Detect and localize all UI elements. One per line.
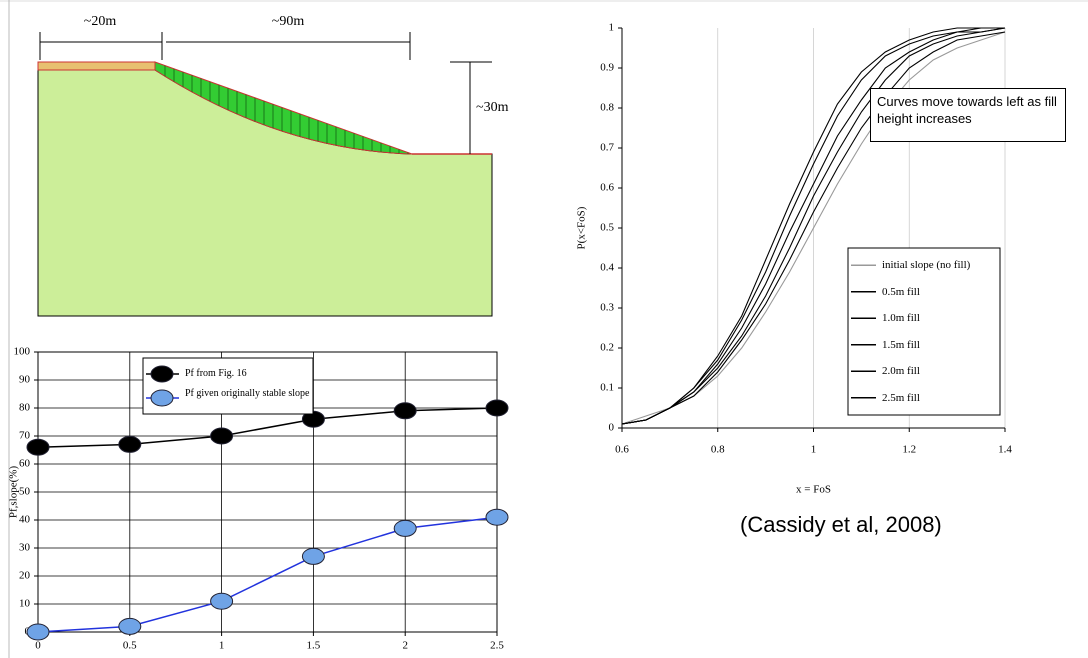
x-tick-label: 0.5 bbox=[123, 640, 137, 652]
x-axis-label: x = FoS bbox=[796, 484, 831, 496]
marker bbox=[393, 402, 417, 420]
legend-marker bbox=[150, 389, 174, 407]
y-tick-label: 0.8 bbox=[600, 102, 614, 114]
dim-label: ~20m bbox=[84, 14, 117, 29]
legend-label: 0.5m fill bbox=[882, 285, 920, 298]
y-tick-label: 0.3 bbox=[600, 302, 614, 314]
y-tick-label: 10 bbox=[19, 598, 31, 610]
x-tick-label: 0.8 bbox=[711, 444, 725, 456]
legend-label: initial slope (no fill) bbox=[882, 259, 971, 272]
y-tick-label: 0.4 bbox=[600, 262, 614, 274]
marker bbox=[301, 547, 325, 565]
y-tick-label: 50 bbox=[19, 486, 31, 498]
y-tick-label: 80 bbox=[19, 402, 31, 414]
y-tick-label: 0.5 bbox=[600, 222, 614, 234]
y-tick-label: 60 bbox=[19, 458, 31, 470]
series-line bbox=[37, 407, 498, 448]
citation: (Cassidy et al, 2008) bbox=[740, 512, 942, 537]
legend-label: 1.5m fill bbox=[882, 338, 920, 351]
legend-label: Pf from Fig. 16 bbox=[185, 368, 247, 379]
legend-marker bbox=[150, 365, 174, 383]
legend-label: Pf given originally stable slope bbox=[185, 388, 310, 399]
legend-label: 2.0m fill bbox=[882, 365, 920, 378]
series-line bbox=[621, 27, 1006, 425]
y-axis-label: P(x<FoS) bbox=[576, 206, 588, 249]
dim-label: ~90m bbox=[272, 14, 305, 29]
y-tick-label: 0.1 bbox=[600, 382, 614, 394]
marker bbox=[485, 508, 509, 526]
y-tick-label: 100 bbox=[14, 346, 31, 358]
y-tick-label: 0.6 bbox=[600, 182, 614, 194]
x-tick-label: 1.4 bbox=[998, 444, 1012, 456]
series-line bbox=[621, 27, 1005, 425]
y-tick-label: 20 bbox=[19, 570, 31, 582]
x-tick-label: 0 bbox=[35, 640, 41, 652]
x-tick-label: 2 bbox=[402, 640, 408, 652]
marker bbox=[118, 617, 142, 635]
x-tick-label: 0.6 bbox=[615, 444, 629, 456]
annotation: Curves move towards left as fill height … bbox=[870, 88, 1066, 142]
x-tick-label: 1 bbox=[811, 444, 817, 456]
marker bbox=[118, 435, 142, 453]
x-tick-label: 1.2 bbox=[902, 444, 916, 456]
y-tick-label: 0 bbox=[609, 422, 615, 434]
y-tick-label: 70 bbox=[19, 430, 31, 442]
top-layer bbox=[37, 61, 156, 71]
legend-label: 1.0m fill bbox=[882, 312, 920, 325]
legend-box bbox=[847, 247, 1001, 416]
y-tick-label: 0.7 bbox=[600, 142, 614, 154]
marker bbox=[26, 438, 50, 456]
y-tick-label: 1 bbox=[609, 22, 615, 34]
marker bbox=[485, 399, 509, 417]
y-tick-label: 0.9 bbox=[600, 62, 614, 74]
y-axis-label: Pf,slope(%) bbox=[8, 466, 20, 519]
slope-diagram: ~20m ~90m ~30m bbox=[37, 14, 509, 317]
x-tick-label: 1 bbox=[219, 640, 225, 652]
marker bbox=[26, 623, 50, 641]
x-tick-label: 2.5 bbox=[490, 640, 504, 652]
marker bbox=[393, 519, 417, 537]
marker bbox=[210, 427, 234, 445]
y-tick-label: 40 bbox=[19, 514, 31, 526]
y-tick-label: 90 bbox=[19, 374, 31, 386]
dim-label: ~30m bbox=[476, 100, 509, 115]
y-tick-label: 30 bbox=[19, 542, 31, 554]
series-line bbox=[621, 31, 1006, 425]
y-tick-label: 0.2 bbox=[600, 342, 614, 354]
legend-label: 2.5m fill bbox=[882, 391, 920, 404]
marker bbox=[210, 592, 234, 610]
series-line bbox=[37, 516, 498, 633]
legend-box bbox=[142, 357, 314, 415]
x-tick-label: 1.5 bbox=[307, 640, 321, 652]
